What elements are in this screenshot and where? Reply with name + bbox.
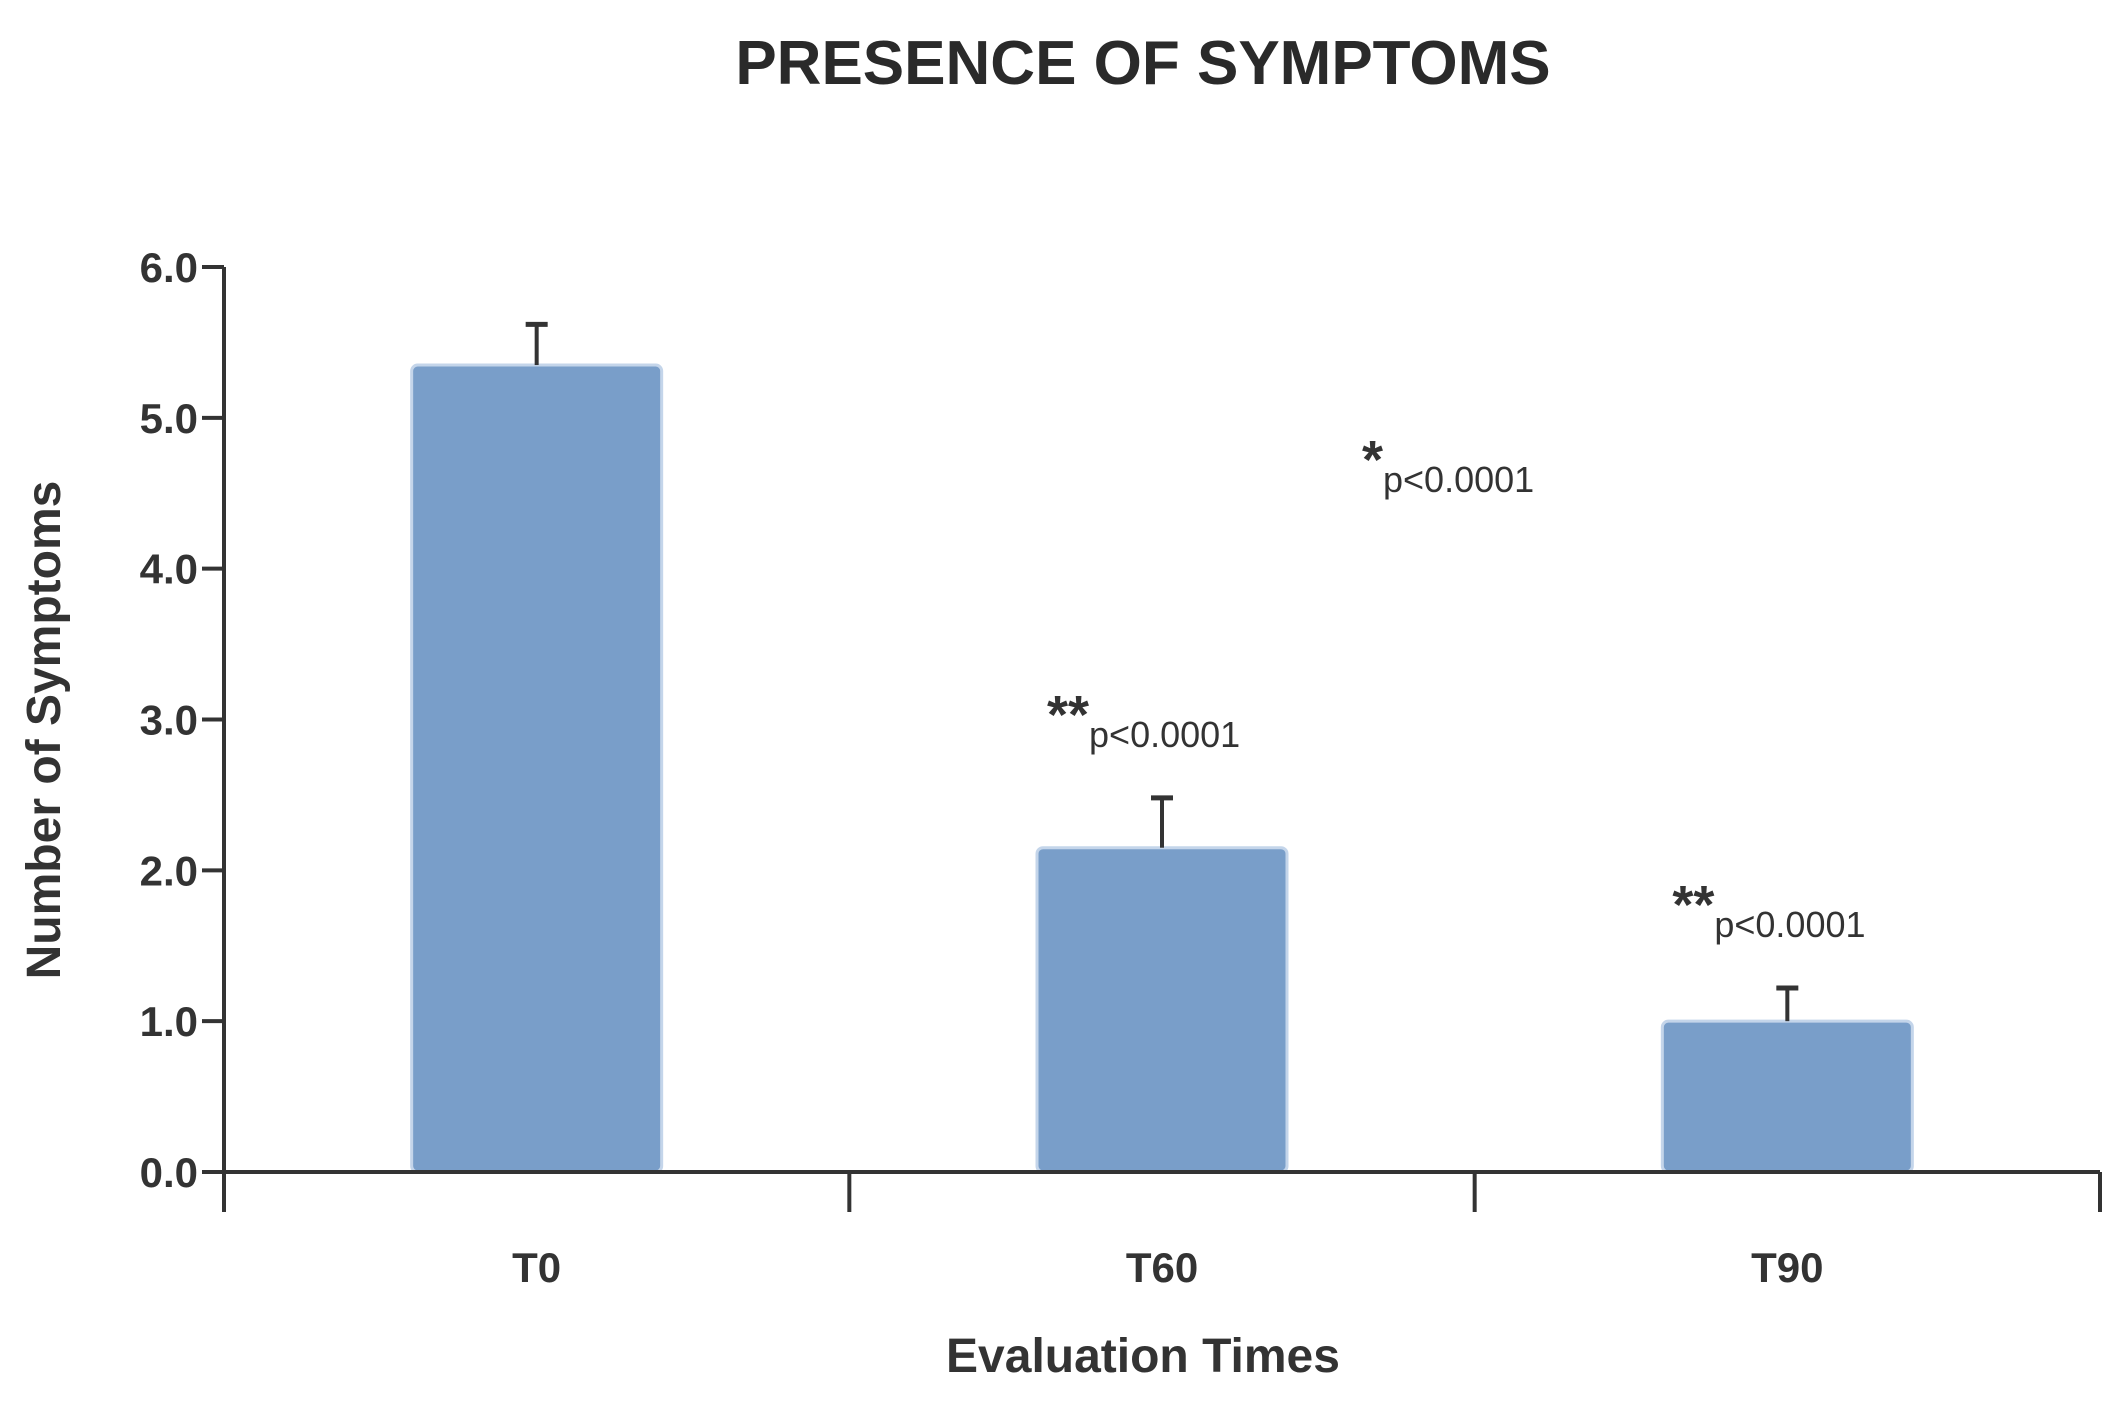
y-tick-label: 1.0	[140, 998, 198, 1045]
y-tick-label: 5.0	[140, 395, 198, 442]
x-tick-label-t60: T60	[1126, 1244, 1198, 1291]
bar-t90	[1660, 1019, 1914, 1174]
significance-stars: **	[1672, 875, 1714, 935]
significance-stars: *	[1362, 430, 1383, 490]
bar-t0	[410, 363, 664, 1174]
x-tick-label-t0: T0	[512, 1244, 561, 1291]
significance-stars: **	[1047, 685, 1089, 745]
y-tick-label: 2.0	[140, 847, 198, 894]
chart-title: PRESENCE OF SYMPTOMS	[735, 29, 1550, 98]
y-tick-label: 4.0	[140, 546, 198, 593]
p-value-annotation: **p<0.0001	[1047, 685, 1240, 755]
p-value-text: p<0.0001	[1383, 459, 1534, 500]
bar-t60	[1035, 846, 1289, 1174]
y-tick-label: 6.0	[140, 244, 198, 291]
x-tick-label-t90: T90	[1751, 1244, 1823, 1291]
p-value-text: p<0.0001	[1714, 904, 1865, 945]
p-value-annotation: **p<0.0001	[1672, 875, 1865, 945]
x-axis-label: Evaluation Times	[946, 1330, 1340, 1383]
y-tick-label: 3.0	[140, 697, 198, 744]
p-value-annotation: *p<0.0001	[1362, 430, 1534, 500]
y-axis-label: Number of Symptoms	[18, 481, 71, 980]
y-tick-label: 0.0	[140, 1149, 198, 1196]
p-value-text: p<0.0001	[1089, 714, 1240, 755]
